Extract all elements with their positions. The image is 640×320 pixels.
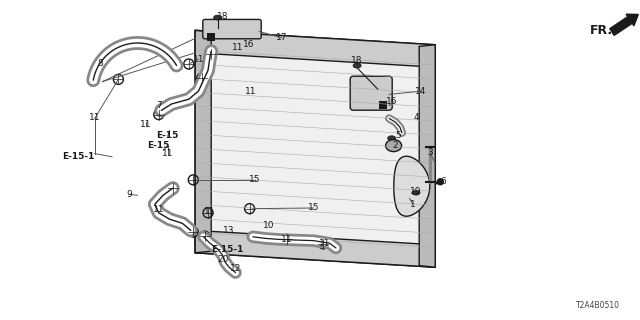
Ellipse shape (388, 136, 396, 141)
Ellipse shape (214, 15, 221, 20)
Ellipse shape (353, 63, 361, 68)
Text: 4: 4 (413, 113, 419, 122)
Ellipse shape (225, 266, 233, 270)
Polygon shape (195, 30, 435, 267)
Text: 1: 1 (410, 200, 415, 209)
Text: 11: 11 (89, 113, 100, 122)
Text: 2: 2 (393, 141, 398, 150)
Text: 11: 11 (153, 205, 164, 214)
Text: 14: 14 (415, 87, 427, 96)
Text: 12: 12 (230, 264, 241, 273)
Text: 11: 11 (162, 149, 173, 158)
Text: 15: 15 (249, 175, 260, 184)
Ellipse shape (412, 190, 420, 195)
Ellipse shape (385, 140, 402, 152)
Text: 11: 11 (319, 239, 331, 248)
Bar (207, 33, 215, 41)
Text: 11: 11 (204, 207, 216, 216)
Text: 7: 7 (156, 101, 161, 110)
Text: 10: 10 (263, 221, 275, 230)
Text: 6: 6 (440, 177, 445, 186)
Text: 19: 19 (410, 188, 422, 196)
Polygon shape (195, 30, 211, 253)
Text: 20: 20 (217, 255, 228, 264)
Text: T2A4B0510: T2A4B0510 (576, 301, 620, 310)
FancyBboxPatch shape (350, 76, 392, 110)
Text: 5: 5 (396, 131, 401, 140)
Text: 11: 11 (245, 87, 257, 96)
Text: 11: 11 (193, 55, 204, 64)
Text: 11: 11 (281, 235, 292, 244)
Text: 11: 11 (140, 120, 152, 129)
Text: 9: 9 (127, 190, 132, 199)
Text: 8: 8 (98, 59, 103, 68)
Text: 16: 16 (243, 40, 254, 49)
Polygon shape (394, 156, 430, 216)
Text: 11: 11 (232, 43, 244, 52)
Text: E-15: E-15 (157, 132, 179, 140)
Text: 18: 18 (351, 56, 363, 65)
Text: E-15-1: E-15-1 (62, 152, 94, 161)
Text: E-15-1: E-15-1 (211, 245, 243, 254)
FancyBboxPatch shape (203, 20, 261, 39)
Text: E-15: E-15 (148, 141, 170, 150)
Text: FR.: FR. (590, 23, 613, 36)
Text: 18: 18 (217, 12, 228, 21)
Text: 3: 3 (428, 148, 433, 157)
Polygon shape (419, 45, 435, 267)
Text: 16: 16 (386, 97, 397, 106)
Text: 13: 13 (223, 226, 235, 235)
FancyArrow shape (610, 14, 638, 35)
Polygon shape (195, 230, 435, 267)
Text: 17: 17 (276, 33, 287, 42)
Bar (379, 101, 387, 109)
Polygon shape (195, 30, 435, 67)
Text: 15: 15 (308, 204, 319, 212)
Circle shape (437, 179, 444, 185)
